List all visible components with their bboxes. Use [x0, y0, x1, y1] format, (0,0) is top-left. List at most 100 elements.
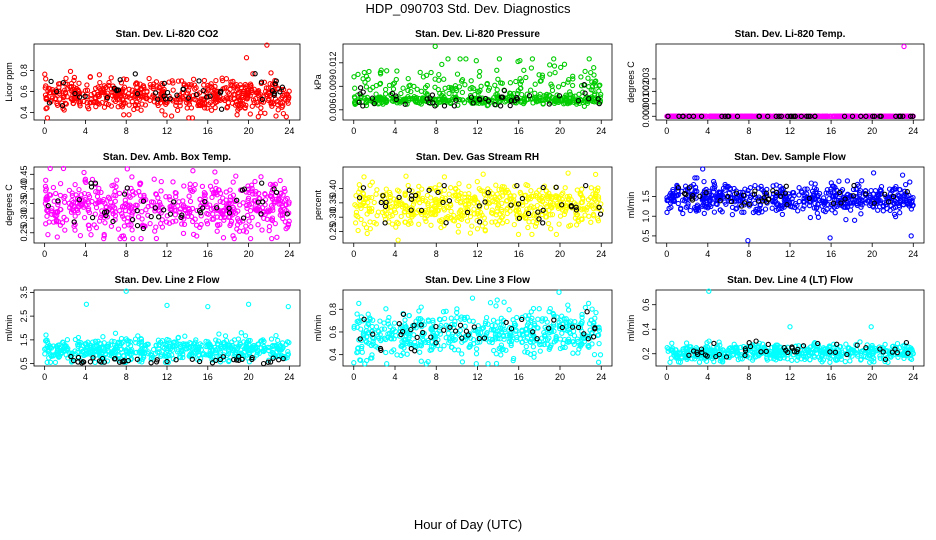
data-point [779, 211, 786, 218]
data-point [473, 351, 480, 357]
data-point [515, 88, 521, 94]
y-tick-label: 3.5 [19, 286, 29, 299]
data-point [175, 78, 182, 84]
data-point [139, 209, 145, 215]
data-point [364, 230, 370, 237]
data-point [63, 75, 69, 82]
data-point [418, 88, 425, 94]
data-point [417, 69, 423, 76]
data-point [164, 89, 171, 96]
data-point [212, 97, 218, 103]
data-point [46, 219, 52, 225]
data-point [122, 93, 129, 100]
data-point [70, 100, 76, 106]
data-point [88, 232, 94, 238]
y-axis-label: ml/min [4, 315, 14, 342]
data-point [481, 99, 487, 106]
data-point [101, 83, 107, 89]
data-point [148, 84, 154, 90]
data-point [592, 171, 599, 178]
data-point [285, 100, 291, 106]
data-point [207, 93, 213, 99]
data-point [365, 76, 371, 82]
data-point [452, 94, 458, 101]
data-point [566, 76, 572, 83]
data-point [115, 104, 121, 110]
data-point [369, 95, 376, 101]
data-point [448, 208, 454, 215]
data-point [418, 358, 424, 364]
data-point [262, 110, 268, 116]
data-point [152, 90, 159, 96]
data-point [497, 103, 504, 109]
data-point [596, 88, 602, 94]
y-tick-label: 0.6 [19, 85, 29, 98]
data-point [535, 316, 541, 322]
data-point [352, 220, 359, 226]
data-point [43, 177, 49, 183]
y-tick-label: 1.5 [19, 334, 29, 347]
data-point [456, 181, 462, 187]
data-point [207, 100, 213, 106]
data-point [139, 216, 145, 222]
data-point [591, 65, 597, 71]
data-point [418, 101, 424, 107]
data-point [146, 75, 152, 82]
data-point [101, 104, 108, 110]
x-tick-label: 8 [746, 372, 751, 382]
data-point [578, 83, 585, 89]
data-point [441, 187, 448, 193]
data-point [212, 169, 218, 175]
y-tick-label: 0.6 [328, 326, 338, 339]
y-tick-label: 0.45 [19, 166, 29, 184]
y-axis-label: ml/min [626, 192, 636, 219]
data-point [105, 101, 112, 108]
data-point [274, 234, 280, 240]
data-point [61, 107, 67, 113]
data-point [498, 352, 504, 358]
y-tick-label: 0.5 [19, 357, 29, 370]
data-point [125, 91, 132, 97]
data-point [374, 96, 381, 102]
data-point [464, 218, 471, 224]
data-point [235, 107, 241, 113]
data-point [272, 220, 278, 227]
outlier-point [700, 166, 706, 172]
data-point [504, 218, 510, 225]
data-point [484, 81, 490, 87]
data-point [240, 97, 246, 103]
data-point [545, 220, 552, 227]
data-point [487, 300, 494, 306]
data-point [210, 211, 216, 217]
data-point [416, 183, 422, 190]
data-point [504, 210, 510, 217]
x-tick-label: 12 [472, 126, 482, 136]
data-point [186, 193, 192, 199]
outlier-point [908, 233, 914, 239]
data-point [43, 96, 49, 102]
data-point [446, 90, 452, 97]
data-point [490, 317, 497, 323]
data-point [493, 360, 500, 367]
outlier-point [164, 302, 170, 309]
x-tick-label: 0 [42, 126, 47, 136]
data-point [60, 80, 66, 86]
x-tick-label: 20 [244, 372, 254, 382]
data-point [361, 69, 367, 76]
y-tick-label: 0.006 [328, 99, 338, 122]
x-tick-label: 20 [244, 126, 254, 136]
data-point [454, 71, 461, 77]
x-tick-label: 12 [785, 249, 795, 259]
data-point [265, 85, 271, 91]
data-point [462, 323, 468, 329]
data-point [220, 195, 226, 201]
x-tick-label: 20 [867, 372, 877, 382]
data-point [511, 98, 518, 104]
data-point [494, 297, 500, 303]
outlier-point [827, 235, 833, 241]
x-tick-label: 24 [596, 372, 606, 382]
x-tick-label: 0 [664, 249, 669, 259]
data-point [367, 219, 373, 225]
data-point [238, 330, 244, 336]
